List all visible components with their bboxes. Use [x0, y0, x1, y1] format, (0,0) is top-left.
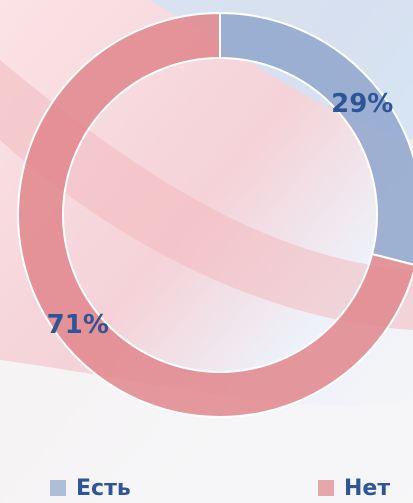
legend-swatch [50, 480, 66, 496]
legend-label: Нет [344, 476, 390, 501]
data-label: 29% [331, 89, 393, 119]
chart: 29% 71% Есть Нет [0, 0, 413, 503]
legend-swatch [318, 480, 334, 496]
data-label: 71% [47, 310, 109, 340]
legend-label: Есть [76, 476, 131, 501]
